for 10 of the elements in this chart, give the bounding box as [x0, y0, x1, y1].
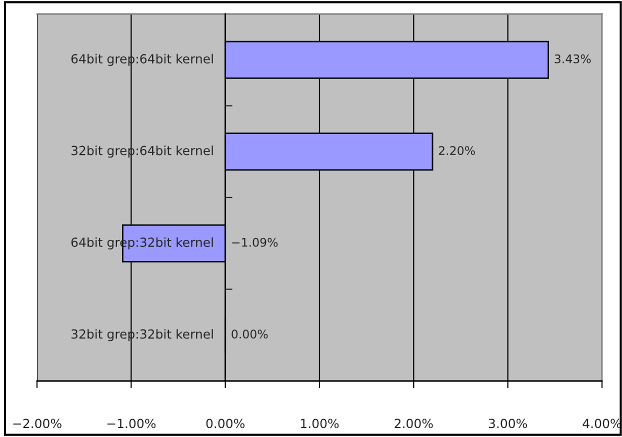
x-tick-label: −2.00%: [13, 418, 62, 428]
x-tick-label: 3.00%: [488, 418, 527, 428]
data-label: 3.43%: [554, 54, 591, 64]
x-tick-label: 1.00%: [301, 418, 339, 428]
data-label: −1.09%: [232, 238, 278, 247]
x-tick-label: 0.00%: [206, 418, 244, 428]
x-tick-label: 2.00%: [394, 418, 433, 428]
x-tick-label: −1.00%: [107, 418, 156, 428]
data-label: 0.00%: [232, 330, 268, 339]
data-label: 2.20%: [438, 146, 475, 156]
